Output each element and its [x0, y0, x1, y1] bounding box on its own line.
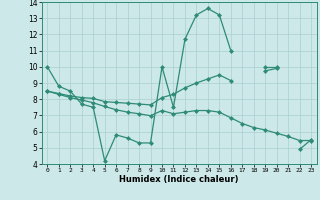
X-axis label: Humidex (Indice chaleur): Humidex (Indice chaleur): [119, 175, 239, 184]
